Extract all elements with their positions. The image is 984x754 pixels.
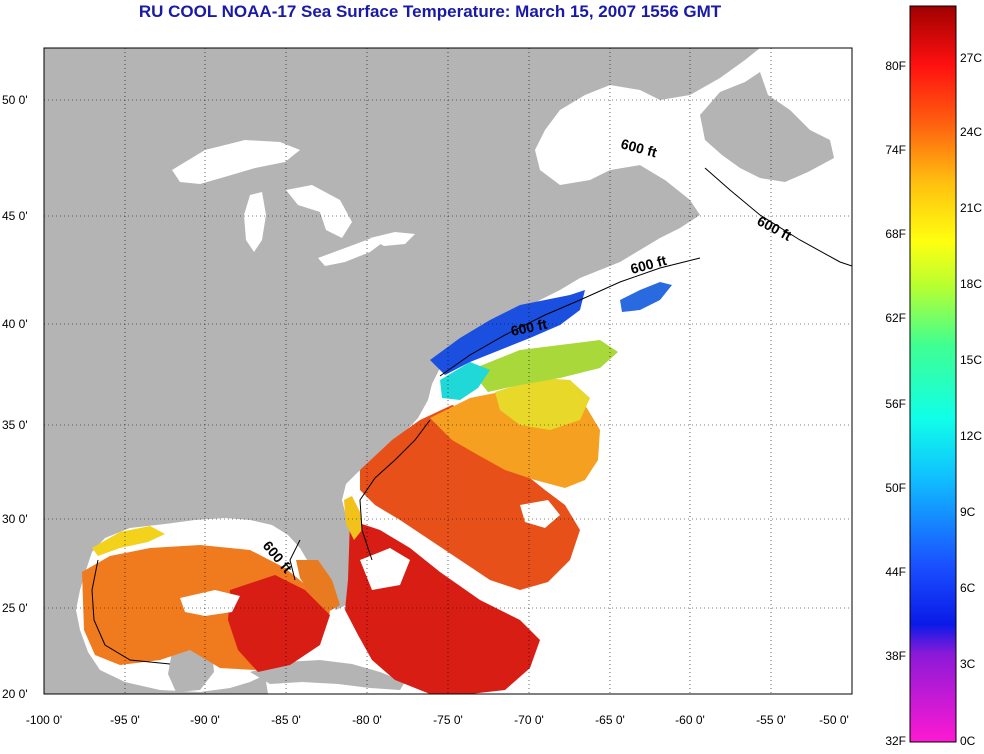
x-tick-label: -75 0' bbox=[433, 713, 463, 727]
gulf-of-st-lawrence bbox=[545, 95, 705, 180]
x-tick-label: -50 0' bbox=[819, 713, 849, 727]
colorbar-c-label: 15C bbox=[960, 353, 982, 367]
colorbar-fahrenheit-labels: 80F 74F 68F 62F 56F 50F 44F 38F 32F bbox=[885, 59, 906, 748]
florida-shelf-orange bbox=[296, 560, 340, 612]
gulf-stream-green bbox=[470, 340, 618, 392]
colorbar-f-label: 62F bbox=[885, 311, 906, 325]
atlantic-yellow bbox=[495, 378, 590, 430]
x-tick-label: -100 0' bbox=[26, 713, 62, 727]
x-tick-label: -60 0' bbox=[675, 713, 705, 727]
colorbar-c-label: 24C bbox=[960, 125, 982, 139]
y-tick-label: 25 0' bbox=[2, 601, 28, 615]
600ft-contour-line bbox=[91, 167, 852, 665]
colorbar-f-label: 44F bbox=[885, 565, 906, 579]
colorbar-f-label: 68F bbox=[885, 227, 906, 241]
lake-huron bbox=[286, 185, 352, 238]
gulf-coast-yellow bbox=[92, 526, 165, 556]
atlantic-red-orange bbox=[360, 405, 580, 590]
colorbar-f-label: 56F bbox=[885, 397, 906, 411]
north-america-land bbox=[44, 48, 760, 694]
cloud-patch bbox=[180, 590, 240, 616]
lake-michigan bbox=[244, 192, 266, 252]
shelf-blue-northeast bbox=[620, 282, 672, 312]
temperature-colorbar: 80F 74F 68F 62F 56F 50F 44F 38F 32F 27C … bbox=[885, 5, 982, 748]
x-tick-label: -95 0' bbox=[110, 713, 140, 727]
x-axis-labels: -100 0' -95 0' -90 0' -85 0' -80 0' -75 … bbox=[26, 713, 849, 727]
colorbar-c-label: 21C bbox=[960, 201, 982, 215]
cuba-land bbox=[250, 660, 405, 690]
cloud-patch bbox=[520, 500, 560, 528]
colorbar-f-label: 32F bbox=[885, 734, 906, 748]
colorbar-celsius-labels: 27C 24C 21C 18C 15C 12C 9C 6C 3C 0C bbox=[960, 51, 982, 748]
lake-superior bbox=[172, 140, 300, 184]
sea-surface-temperature-map: 600 ft 600 ft 600 ft 600 ft 600 ft 50 0'… bbox=[2, 47, 853, 727]
slope-cyan bbox=[440, 362, 490, 400]
cloud-patch bbox=[360, 548, 410, 590]
grid-lines bbox=[44, 48, 852, 694]
lake-ontario bbox=[370, 232, 415, 246]
y-axis-labels: 50 0' 45 0' 40 0' 35 0' 30 0' 25 0' 20 0… bbox=[2, 93, 28, 701]
colorbar-c-label: 27C bbox=[960, 51, 982, 65]
colorbar-c-label: 6C bbox=[960, 581, 976, 595]
y-tick-label: 20 0' bbox=[2, 687, 28, 701]
y-tick-label: 45 0' bbox=[2, 209, 28, 223]
lake-erie bbox=[318, 238, 386, 266]
colorbar-c-label: 9C bbox=[960, 505, 976, 519]
colorbar-c-label: 12C bbox=[960, 429, 982, 443]
colorbar-f-label: 50F bbox=[885, 481, 906, 495]
colorbar-gradient bbox=[909, 5, 957, 743]
map-title: RU COOL NOAA-17 Sea Surface Temperature:… bbox=[138, 2, 722, 21]
y-tick-label: 30 0' bbox=[2, 512, 28, 526]
florida-east-coast-yellow bbox=[344, 496, 362, 540]
gulf-sst-red bbox=[228, 575, 330, 672]
x-tick-label: -70 0' bbox=[514, 713, 544, 727]
colorbar-c-label: 3C bbox=[960, 657, 976, 671]
y-tick-label: 50 0' bbox=[2, 93, 28, 107]
colorbar-c-label: 0C bbox=[960, 734, 976, 748]
x-tick-label: -80 0' bbox=[352, 713, 382, 727]
shelf-blue bbox=[430, 290, 585, 375]
y-tick-label: 40 0' bbox=[2, 317, 28, 331]
colorbar-c-label: 18C bbox=[960, 277, 982, 291]
y-tick-label: 35 0' bbox=[2, 418, 28, 432]
contour-label: 600 ft bbox=[509, 316, 548, 339]
plot-frame bbox=[43, 47, 853, 695]
nova-scotia-land bbox=[605, 205, 688, 252]
colorbar-f-label: 38F bbox=[885, 649, 906, 663]
x-tick-label: -90 0' bbox=[190, 713, 220, 727]
x-tick-label: -65 0' bbox=[595, 713, 625, 727]
colorbar-f-label: 74F bbox=[885, 143, 906, 157]
newfoundland-land bbox=[700, 72, 834, 182]
x-tick-label: -55 0' bbox=[756, 713, 786, 727]
colorbar-f-label: 80F bbox=[885, 59, 906, 73]
x-tick-label: -85 0' bbox=[271, 713, 301, 727]
